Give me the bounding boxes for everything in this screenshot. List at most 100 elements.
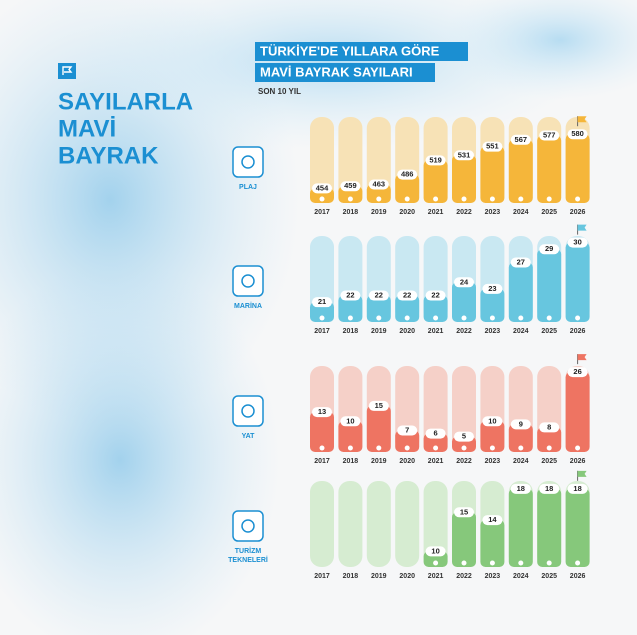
watercolor <box>440 0 637 100</box>
category-label: PLAJ <box>239 184 257 191</box>
bar-dot <box>433 196 439 202</box>
bar-dot <box>546 196 552 202</box>
bar-dot <box>489 445 495 451</box>
value-label-bg <box>539 483 560 494</box>
bar <box>537 427 562 452</box>
category-icon-glyph <box>241 519 255 533</box>
value-label: 13 <box>318 407 326 416</box>
title-banner <box>255 63 435 82</box>
value-label: 463 <box>373 179 386 188</box>
value-label: 459 <box>344 181 357 190</box>
value-label-bg <box>510 483 531 494</box>
bar <box>565 134 590 203</box>
value-label-bg <box>539 422 560 433</box>
value-label-bg <box>425 546 446 557</box>
flag <box>577 470 587 477</box>
value-label: 23 <box>488 284 496 293</box>
bar <box>452 282 476 322</box>
value-label-bg <box>397 425 418 436</box>
x-tick-label: 2021 <box>428 573 444 580</box>
value-label: 18 <box>573 484 581 493</box>
value-label: 15 <box>375 401 383 410</box>
bar-dot <box>461 315 467 321</box>
value-label: 15 <box>460 507 468 516</box>
bar-dot <box>433 315 439 321</box>
side-title: BAYRAK <box>58 142 159 169</box>
flag <box>577 116 587 123</box>
x-tick-label: 2020 <box>399 209 415 216</box>
bar <box>508 262 533 322</box>
category-icon <box>232 146 264 178</box>
value-label-bg <box>454 277 474 288</box>
bar-dot <box>489 560 495 566</box>
value-label-bg <box>539 244 560 255</box>
bar <box>338 295 363 322</box>
bar-track <box>395 481 420 567</box>
bar <box>537 488 562 567</box>
x-tick-label: 2026 <box>570 209 586 216</box>
value-label-bg <box>312 297 332 308</box>
x-tick-label: 2026 <box>570 328 586 335</box>
bar <box>480 520 505 567</box>
x-tick-label: 2023 <box>485 209 501 216</box>
value-label: 9 <box>519 419 523 428</box>
bar-dot <box>518 196 524 202</box>
category-icon <box>232 265 264 297</box>
value-label: 24 <box>460 277 469 286</box>
x-tick-label: 2024 <box>513 458 529 465</box>
bar-dot <box>347 445 353 451</box>
bar-track <box>452 366 476 452</box>
bar <box>310 302 334 322</box>
side-title: MAVİ <box>58 115 116 142</box>
watercolor <box>0 260 280 635</box>
flag <box>577 354 587 361</box>
x-tick-label: 2017 <box>314 573 330 580</box>
value-label: 30 <box>573 238 581 247</box>
value-label-bg <box>567 367 588 378</box>
x-tick-label: 2022 <box>456 328 472 335</box>
value-label: 567 <box>515 135 528 144</box>
category-icon-glyph <box>241 155 255 169</box>
value-label-bg <box>539 130 560 141</box>
bar-track <box>423 481 448 567</box>
bar-dot <box>518 445 524 451</box>
side-title: SAYILARLA <box>58 88 193 115</box>
x-tick-label: 2020 <box>399 328 415 335</box>
category-icon-glyph <box>241 274 255 288</box>
x-tick-label: 2023 <box>485 573 501 580</box>
value-label-bg <box>482 141 503 152</box>
bar <box>537 135 562 203</box>
value-label-bg <box>482 515 503 526</box>
bar <box>565 488 590 567</box>
bar <box>480 421 505 452</box>
value-label-bg <box>368 290 389 301</box>
value-label-bg <box>425 428 446 439</box>
flag <box>577 224 587 231</box>
x-tick-label: 2026 <box>570 573 586 580</box>
x-tick-label: 2025 <box>541 328 557 335</box>
x-tick-label: 2023 <box>485 328 501 335</box>
bar-track <box>310 481 334 567</box>
x-tick-label: 2018 <box>343 458 359 465</box>
bar-dot <box>518 315 524 321</box>
value-label: 5 <box>462 432 466 441</box>
bar-dot <box>319 445 325 451</box>
bar-dot <box>319 196 325 202</box>
bar <box>480 146 505 203</box>
bar-dot <box>404 315 410 321</box>
value-label-bg <box>454 150 474 161</box>
bar <box>423 160 448 203</box>
bar-dot <box>489 315 495 321</box>
value-label: 486 <box>401 170 414 179</box>
flag-icon <box>62 66 73 75</box>
value-label: 531 <box>458 150 471 159</box>
value-label: 519 <box>429 155 442 164</box>
bar-dot <box>546 445 552 451</box>
value-label-bg <box>482 283 503 294</box>
category-label: YAT <box>242 433 256 440</box>
value-label: 580 <box>571 129 584 138</box>
x-tick-label: 2019 <box>371 328 387 335</box>
value-label: 10 <box>346 416 354 425</box>
x-tick-label: 2022 <box>456 573 472 580</box>
bar-dot <box>376 315 382 321</box>
